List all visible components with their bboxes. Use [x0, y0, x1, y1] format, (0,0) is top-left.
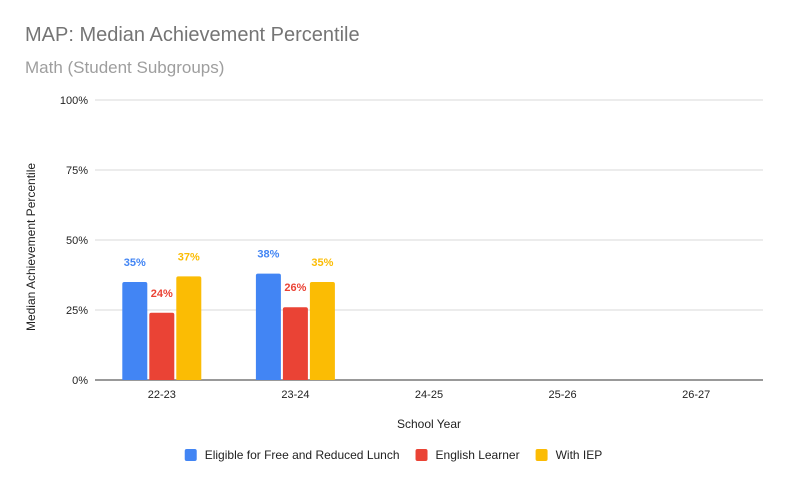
bar — [309, 282, 335, 380]
legend-item: Eligible for Free and Reduced Lunch — [184, 448, 400, 462]
legend-label: Eligible for Free and Reduced Lunch — [205, 448, 400, 462]
chart-subtitle: Math (Student Subgroups) — [25, 58, 225, 77]
bar — [176, 276, 202, 380]
data-label: 24% — [151, 288, 173, 300]
x-axis-ticks: 22-23 23-24 24-25 25-26 26-27 — [148, 389, 711, 401]
data-label: 35% — [311, 257, 333, 269]
bars — [122, 273, 335, 380]
data-label: 26% — [284, 282, 306, 294]
data-label: 38% — [257, 249, 279, 261]
y-tick-label: 100% — [60, 95, 88, 107]
legend-label: With IEP — [556, 448, 603, 462]
y-tick-label: 50% — [66, 235, 88, 247]
bar — [149, 312, 175, 380]
x-tick-label: 26-27 — [682, 389, 710, 401]
legend-item: With IEP — [535, 448, 603, 462]
legend-swatch — [184, 449, 197, 461]
y-axis-title: Median Achievement Percentile — [24, 163, 38, 331]
data-label: 37% — [178, 251, 200, 263]
data-labels: 35% 38% 24% 26% 37% 35% — [124, 249, 334, 300]
legend-item: English Learner — [415, 448, 520, 462]
legend: Eligible for Free and Reduced Lunch Engli… — [184, 448, 603, 462]
x-tick-label: 25-26 — [549, 389, 577, 401]
bar — [122, 282, 148, 380]
x-tick-label: 24-25 — [415, 389, 443, 401]
chart-title: MAP: Median Achievement Percentile — [25, 24, 360, 46]
legend-label: English Learner — [436, 448, 520, 462]
x-tick-label: 22-23 — [148, 389, 176, 401]
y-axis-ticks: 0% 25% 50% 75% 100% — [60, 95, 88, 387]
y-tick-label: 0% — [72, 375, 88, 387]
legend-swatch — [535, 449, 548, 461]
x-tick-label: 23-24 — [281, 389, 309, 401]
gridlines — [95, 99, 763, 381]
y-tick-label: 25% — [66, 305, 88, 317]
legend-swatch — [415, 449, 428, 461]
y-tick-label: 75% — [66, 165, 88, 177]
data-label: 35% — [124, 257, 146, 269]
bar — [282, 307, 308, 380]
bar — [255, 273, 281, 380]
x-axis-title: School Year — [397, 417, 461, 431]
